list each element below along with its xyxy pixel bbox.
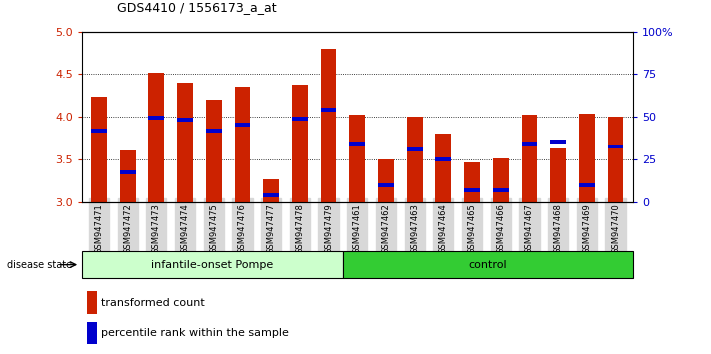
Bar [91,129,107,133]
Bar [550,141,566,144]
Bar [493,158,508,202]
Bar [343,251,633,278]
Bar [82,251,343,278]
Bar [149,116,164,120]
Bar [493,188,508,192]
Bar [292,85,308,202]
Bar [321,108,336,112]
Bar [464,188,480,192]
Text: GDS4410 / 1556173_a_at: GDS4410 / 1556173_a_at [117,1,277,14]
Bar [522,142,538,146]
Bar [91,97,107,202]
Bar [177,83,193,202]
Bar [435,158,451,161]
Bar [608,117,624,202]
Text: infantile-onset Pompe: infantile-onset Pompe [151,259,274,270]
Bar [292,118,308,121]
Bar [550,148,566,202]
Bar [579,114,595,202]
Bar [177,118,193,122]
Bar [522,115,538,202]
Bar [263,193,279,197]
Bar [235,87,250,202]
Bar [87,291,97,314]
Bar [149,73,164,202]
Bar [87,322,97,344]
Bar [407,147,422,151]
Bar [119,150,136,202]
Text: control: control [469,259,507,270]
Text: percentile rank within the sample: percentile rank within the sample [101,327,289,338]
Bar [235,124,250,127]
Bar [608,145,624,148]
Bar [407,117,422,202]
Bar [378,183,394,187]
Bar [464,162,480,202]
Bar [206,100,222,202]
Bar [206,129,222,133]
Bar [263,179,279,202]
Bar [119,170,136,174]
Bar [349,115,365,202]
Bar [378,159,394,202]
Bar [435,134,451,202]
Bar [321,49,336,202]
Bar [349,142,365,146]
Text: transformed count: transformed count [101,298,205,308]
Bar [579,183,595,187]
Text: disease state: disease state [7,259,73,270]
